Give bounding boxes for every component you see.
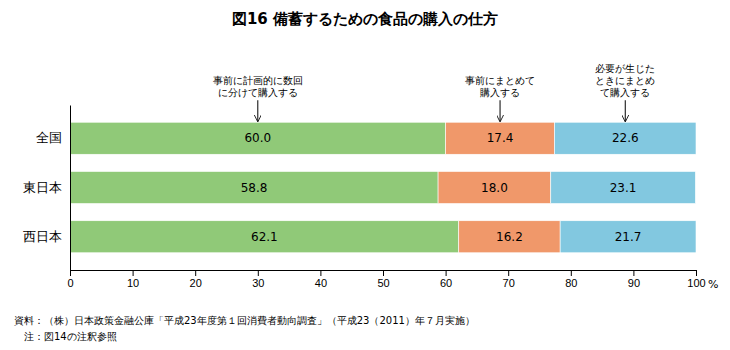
bar: [555, 122, 696, 154]
tick-label: 30: [252, 277, 264, 289]
tick-label: 40: [315, 277, 327, 289]
data-label: 60.0: [244, 131, 271, 145]
tick-mark: [70, 270, 71, 276]
annotation: 事前にまとめて: [465, 75, 535, 86]
tick-label: 全国: [36, 130, 62, 145]
bars: [70, 122, 696, 253]
tick-mark: [446, 270, 447, 276]
x-axis: 0 10 20 30 40 50 60 70 80 90 100: [67, 270, 705, 289]
tick: 0: [67, 270, 73, 289]
tick: 70: [503, 270, 515, 289]
annotation-arrow: [257, 100, 258, 121]
bar: [560, 221, 696, 253]
bar: [70, 171, 438, 203]
data-label: 17.4: [487, 131, 514, 145]
bar: [438, 171, 551, 203]
tick-mark: [258, 270, 259, 276]
data-label: 58.8: [241, 181, 268, 195]
bar: [70, 122, 446, 154]
tick-label: 20: [190, 277, 202, 289]
chart: 図16 備蓄するための食品の購入の仕方 60.0 58.8 62.1 17.4 18.0 1…: [0, 0, 730, 350]
annotation: ときにまとめ: [595, 75, 655, 86]
tick-label: 0: [67, 277, 73, 289]
annotation: 購入する: [480, 87, 520, 98]
tick-label: 西日本: [23, 229, 62, 244]
tick-mark: [383, 270, 384, 276]
series: [438, 122, 560, 253]
tick-mark: [696, 270, 697, 276]
data-label: 18.0: [481, 181, 508, 195]
data-label: 23.1: [610, 181, 637, 195]
axis-label: %: [708, 278, 718, 291]
tick-mark: [133, 270, 134, 276]
tick-mark: [195, 270, 196, 276]
title: 図16 備蓄するための食品の購入の仕方: [232, 10, 498, 28]
tick: 60: [440, 270, 452, 289]
tick: 20: [190, 270, 202, 289]
bar: [70, 221, 459, 253]
footnote: 注：図14の注釈参照: [14, 331, 117, 342]
footnotes: 資料：（株）日本政策金融公庫「平成23年度第１回消費者動向調査」（平成23（20…: [14, 315, 475, 342]
tick-label: 90: [628, 277, 640, 289]
tick: 全国: [36, 130, 70, 145]
tick-label: 70: [503, 277, 515, 289]
series: [70, 122, 459, 253]
annotation-arrow: [500, 100, 501, 121]
tick-label: 50: [377, 277, 389, 289]
tick: 30: [252, 270, 264, 289]
axis-line: [70, 106, 71, 271]
tick-label: 100: [687, 277, 705, 289]
annotation-arrow: [625, 100, 626, 121]
tick-label: 80: [565, 277, 577, 289]
tick-mark: [508, 270, 509, 276]
data-label: 62.1: [251, 230, 278, 244]
tick-label: 10: [127, 277, 139, 289]
tick: 東日本: [23, 180, 70, 195]
y-axis: 全国東日本西日本: [23, 106, 71, 271]
annotation: て購入する: [600, 87, 650, 98]
tick-mark: [571, 270, 572, 276]
tick: 100: [687, 270, 705, 289]
tick-label: 東日本: [23, 180, 62, 195]
annotation: 事前に計画的に数回: [213, 75, 303, 86]
annotation: 必要が生じた: [595, 63, 655, 74]
tick: 80: [565, 270, 577, 289]
tick-label: 60: [440, 277, 452, 289]
data-label: 22.6: [612, 131, 639, 145]
bar: [446, 122, 555, 154]
data-labels: 60.0 58.8 62.1 17.4 18.0 16.2 22.6 23.1 21.7: [241, 131, 642, 244]
tick: 90: [628, 270, 640, 289]
tick: 西日本: [23, 229, 70, 244]
tick-mark: [320, 270, 321, 276]
tick: 50: [377, 270, 389, 289]
tick: 40: [315, 270, 327, 289]
footnote: 資料：（株）日本政策金融公庫「平成23年度第１回消費者動向調査」（平成23（20…: [14, 315, 475, 326]
bar: [459, 221, 560, 253]
series: [551, 122, 696, 253]
data-label: 16.2: [496, 230, 523, 244]
tick-mark: [633, 270, 634, 276]
annotations: 事前に計画的に数回に分けて購入する 事前にまとめて購入する 必要が生じたときにまとめ…: [213, 63, 655, 121]
axis-line: [71, 271, 697, 277]
tick: 10: [127, 270, 139, 289]
annotation: に分けて購入する: [218, 87, 298, 98]
data-label: 21.7: [615, 230, 642, 244]
bar: [551, 171, 696, 203]
